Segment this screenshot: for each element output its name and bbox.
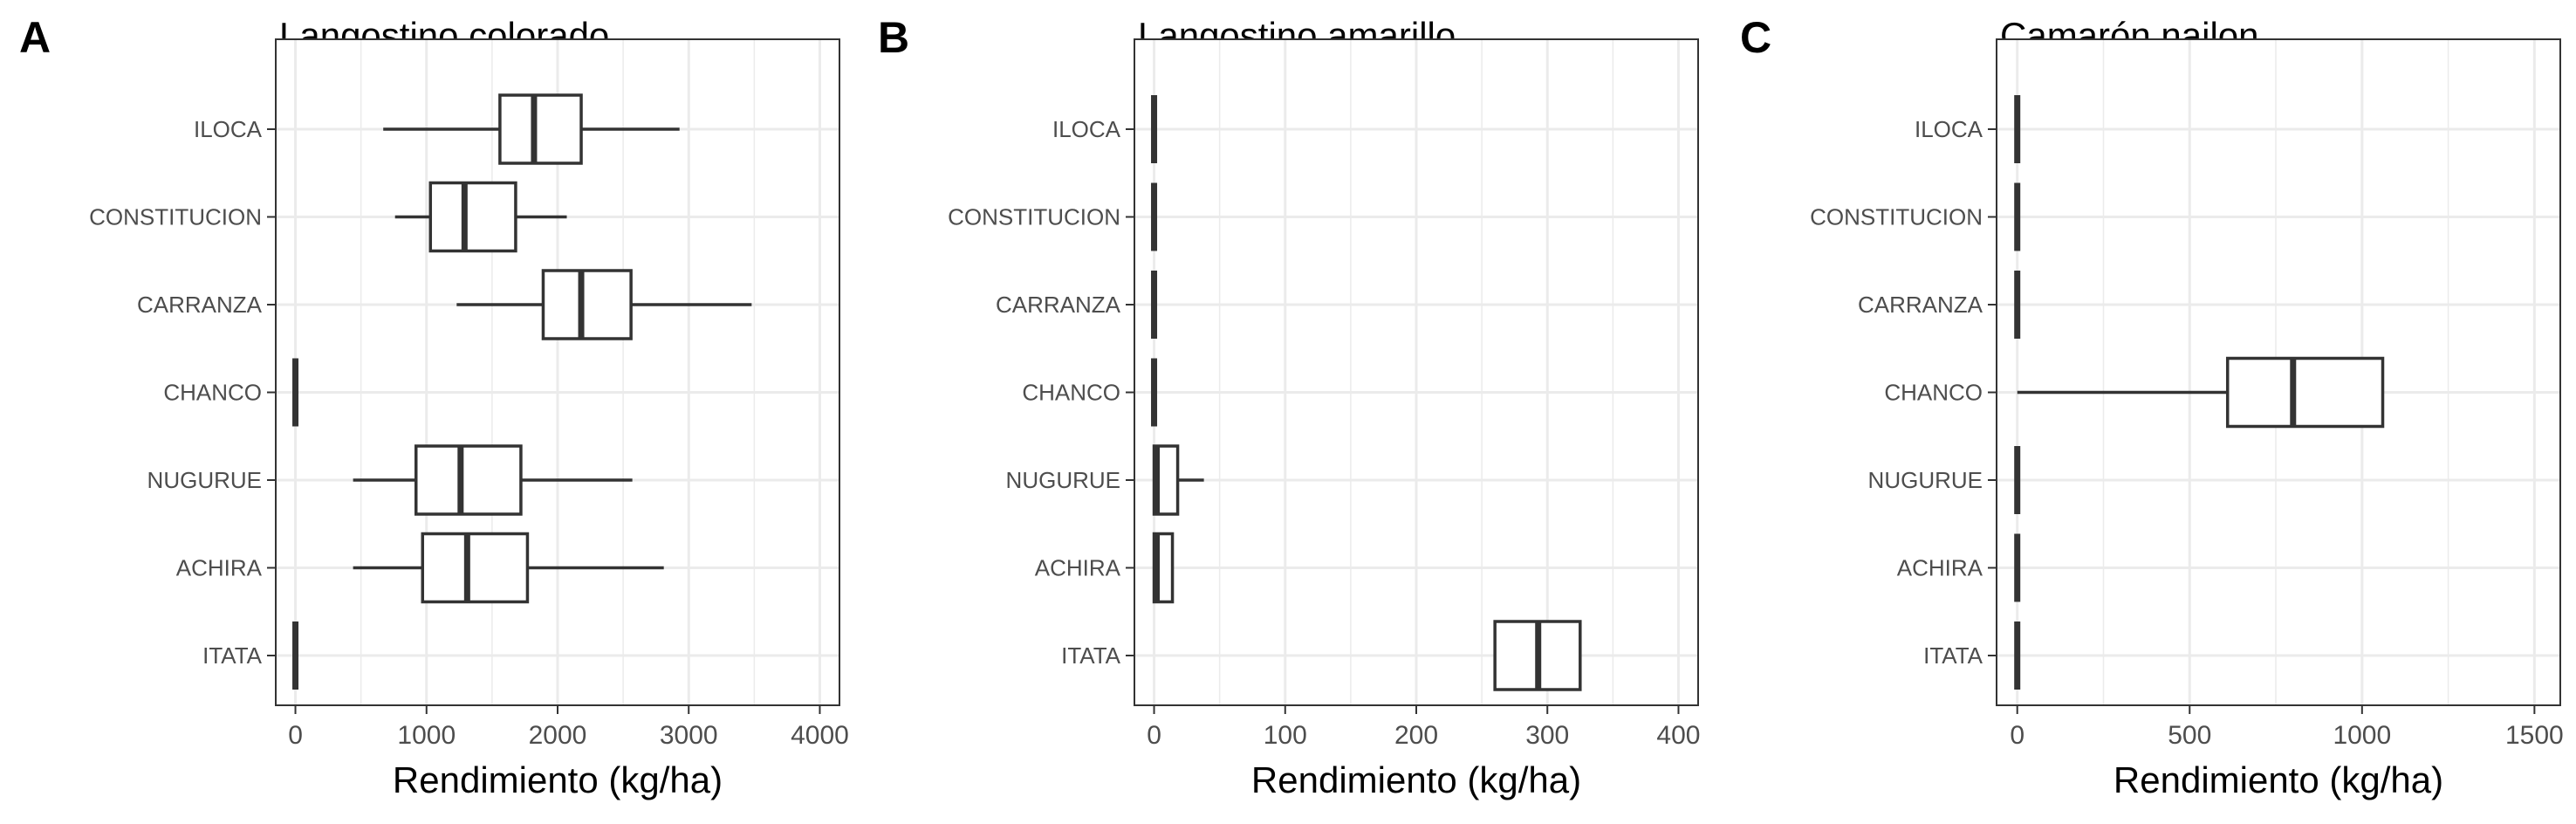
box-achira <box>1152 532 1175 604</box>
x-tick-label: 100 <box>1264 721 1307 750</box>
box-iqr <box>414 444 523 516</box>
box-itata <box>1493 620 1582 691</box>
category-label: CONSTITUCION <box>948 204 1120 230</box>
box-nugurue <box>1152 444 1204 516</box>
category-label: ITATA <box>202 642 263 669</box>
panel-letter: A <box>19 13 51 62</box>
category-label: CARRANZA <box>137 292 263 318</box>
category-label: CARRANZA <box>996 292 1121 318</box>
box-chanco <box>2017 356 2385 429</box>
category-label: CONSTITUCION <box>1810 204 1983 230</box>
x-tick-label: 1500 <box>2505 721 2564 750</box>
box-carranza <box>456 269 752 340</box>
category-label: CONSTITUCION <box>89 204 262 230</box>
x-tick-label: 0 <box>2010 721 2024 750</box>
box-achira <box>353 532 664 604</box>
category-label: ILOCA <box>194 116 263 142</box>
category-label: ITATA <box>1061 642 1121 669</box>
box-nugurue <box>353 444 633 516</box>
category-label: ACHIRA <box>176 555 263 581</box>
box-iqr <box>428 181 517 253</box>
category-label: NUGURUE <box>147 467 262 493</box>
x-axis-title: Rendimiento (kg/ha) <box>1251 759 1581 800</box>
x-tick-label: 500 <box>2168 721 2211 750</box>
x-tick-label: 0 <box>288 721 303 750</box>
panel-border <box>1996 38 2561 706</box>
box-constitucion <box>394 181 567 253</box>
x-tick-label: 300 <box>1525 721 1569 750</box>
category-label: CHANCO <box>163 380 262 406</box>
x-axis-title: Rendimiento (kg/ha) <box>2114 759 2443 800</box>
category-label: CHANCO <box>1022 380 1120 406</box>
panel-letter: B <box>878 13 909 62</box>
x-tick-label: 200 <box>1394 721 1438 750</box>
x-tick-label: 0 <box>1147 721 1161 750</box>
box-iqr <box>2225 356 2385 429</box>
category-label: NUGURUE <box>1006 467 1120 493</box>
category-label: NUGURUE <box>1868 467 1983 493</box>
category-label: ITATA <box>1923 642 1983 669</box>
box-iqr <box>421 532 530 604</box>
box-iloca <box>383 93 680 165</box>
box-iqr <box>541 269 633 340</box>
x-tick-label: 1000 <box>397 721 456 750</box>
category-label: CHANCO <box>1884 380 1983 406</box>
category-label: CARRANZA <box>1858 292 1983 318</box>
x-axis-title: Rendimiento (kg/ha) <box>393 759 723 800</box>
x-tick-label: 3000 <box>660 721 718 750</box>
panel-b: B Langostino amarilloILOCACONSTITUCIONCAR… <box>878 13 1700 800</box>
category-label: ILOCA <box>1052 116 1121 142</box>
x-tick-label: 4000 <box>791 721 849 750</box>
category-label: ACHIRA <box>1897 555 1983 581</box>
category-label: ILOCA <box>1915 116 1983 142</box>
panel-c: C Camarón nailonILOCACONSTITUCIONCARRANZA… <box>1740 13 2564 800</box>
category-label: ACHIRA <box>1035 555 1121 581</box>
panel-letter: C <box>1740 13 1771 62</box>
x-tick-label: 1000 <box>2333 721 2391 750</box>
x-tick-label: 400 <box>1656 721 1700 750</box>
box-iqr <box>498 93 583 165</box>
panel-a: A Langostino coloradoILOCACONSTITUCIONCAR… <box>19 13 849 800</box>
x-tick-label: 2000 <box>529 721 587 750</box>
